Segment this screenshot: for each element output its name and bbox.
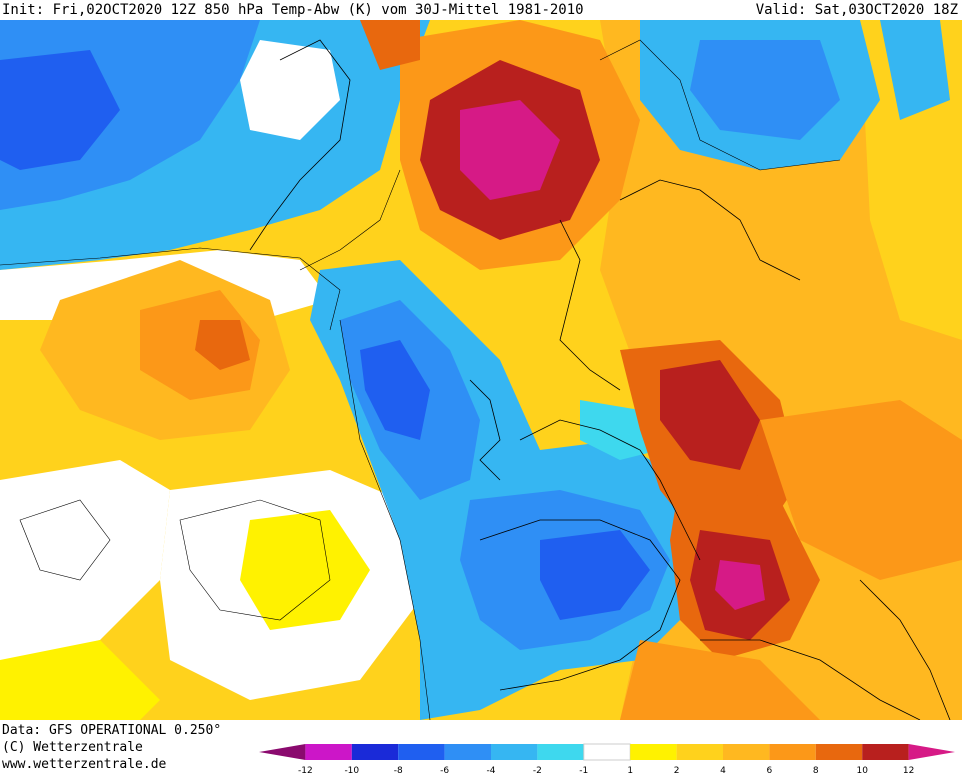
north-spot [360, 20, 420, 70]
temperature-anomaly-map [0, 20, 962, 720]
legend-tick-label: -4 [487, 766, 496, 776]
legend-swatch [815, 744, 863, 760]
legend-tick-label: -10 [344, 766, 359, 776]
website-link[interactable]: www.wetterzentrale.de [2, 757, 167, 772]
sahara-orange [620, 640, 820, 720]
north-africa-extreme [715, 560, 765, 610]
init-info: Init: Fri,02OCT2020 12Z 850 hPa Temp-Abw… [2, 2, 584, 18]
legend-tick-label: -8 [394, 766, 403, 776]
atlantic-cold-inner [360, 340, 430, 440]
map-header: Init: Fri,02OCT2020 12Z 850 hPa Temp-Abw… [0, 0, 962, 20]
legend-tick-label: -2 [533, 766, 542, 776]
legend-swatch [630, 744, 677, 760]
map-footer: Data: GFS OPERATIONAL 0.250° (C) Wetterz… [0, 720, 962, 778]
legend-swatch [862, 744, 909, 760]
legend-tick-label: 6 [767, 766, 773, 776]
credits: Data: GFS OPERATIONAL 0.250° (C) Wetterz… [2, 722, 221, 773]
legend-tick-label: -12 [298, 766, 313, 776]
legend-swatch [583, 743, 631, 761]
northeast-cold-edge [880, 20, 950, 120]
southwest-yellow [0, 640, 160, 720]
legend-swatch [259, 744, 306, 760]
central-europe-hot [660, 360, 760, 470]
legend-swatch [908, 744, 955, 760]
northwest-coldest [0, 50, 120, 170]
legend-swatch [769, 744, 816, 760]
subtropical-yellow [240, 510, 370, 630]
valid-time: Valid: Sat,03OCT2020 18Z [755, 2, 958, 18]
legend-tick-label: -6 [440, 766, 449, 776]
legend-swatch [444, 744, 491, 760]
legend-swatch [723, 744, 770, 760]
color-legend: -12 -10 -8 -6 -4 -2 -1 1 2 4 6 8 10 12 [255, 742, 960, 776]
legend-tick-label: 4 [720, 766, 726, 776]
legend-swatch [398, 744, 445, 760]
anomaly-field [0, 20, 962, 720]
legend-tick-label: 8 [813, 766, 819, 776]
copyright: (C) Wetterzentrale [2, 740, 143, 755]
northeast-colder [690, 40, 840, 140]
iberia-cold-core [540, 530, 650, 620]
greenland-neutral [240, 40, 340, 140]
norway-extreme [460, 100, 560, 200]
legend-tick-label: 12 [903, 766, 914, 776]
contour-lines [0, 39, 841, 720]
legend-swatch [351, 744, 399, 760]
legend-swatch [676, 744, 723, 760]
atlantic-hot-spot [195, 320, 250, 370]
coastlines [249, 39, 951, 720]
legend-tick-label: -1 [579, 766, 588, 776]
data-source: Data: GFS OPERATIONAL 0.250° [2, 723, 222, 738]
legend-tick-label: 1 [627, 766, 633, 776]
legend-tick-label: 10 [856, 766, 868, 776]
legend-bar: -12 -10 -8 -6 -4 -2 -1 1 2 4 6 8 10 12 [259, 743, 955, 776]
southwest-neutral [0, 460, 170, 660]
legend-swatch [537, 744, 584, 760]
legend-swatch [305, 744, 352, 760]
legend-tick-label: 2 [674, 766, 680, 776]
legend-swatch [491, 744, 538, 760]
southeast-orange [760, 400, 962, 580]
